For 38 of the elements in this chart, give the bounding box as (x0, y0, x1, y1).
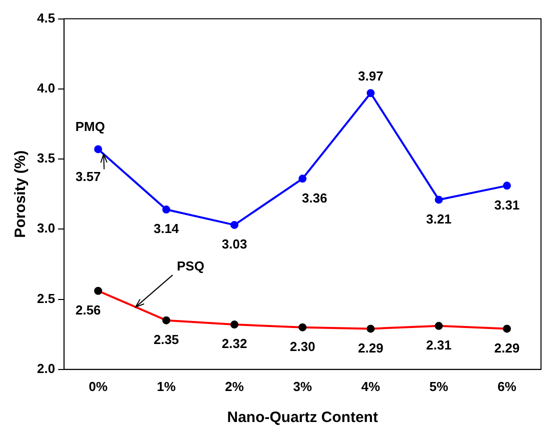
data-label: 2.29 (358, 340, 384, 356)
y-tick-label: 3.5 (36, 150, 56, 166)
point (434, 196, 443, 204)
x-tick-label: 4% (361, 378, 380, 394)
data-label: 2.30 (290, 338, 316, 354)
data-label: 2.32 (222, 336, 248, 352)
data-label: 3.14 (154, 221, 180, 236)
point (162, 206, 170, 214)
point (502, 182, 511, 190)
y-tick-label: 3.0 (36, 220, 56, 236)
text: PSQ (176, 258, 204, 274)
y-axis-title: Porosity (%) (12, 150, 30, 238)
point (94, 145, 102, 154)
data-label: 2.31 (426, 338, 452, 353)
x-tick-label: 6% (498, 378, 517, 394)
x-tick-label: 0% (88, 378, 108, 394)
x-tick-label: 5% (429, 378, 449, 394)
data-label: 3.21 (426, 211, 452, 226)
data-label: 3.36 (302, 190, 328, 206)
y-tick-label: 4.0 (36, 80, 56, 96)
data-label: 3.31 (494, 197, 520, 212)
data-label: 2.35 (154, 332, 179, 347)
x-tick-label: 3% (293, 378, 312, 394)
point (366, 89, 375, 98)
series-label: PMQ (75, 118, 105, 134)
y-tick-label: 4.5 (36, 10, 56, 26)
data-label: 3.97 (358, 68, 384, 84)
x-tick-label: 2% (225, 378, 244, 394)
x-tick-label: 1% (156, 378, 176, 394)
point (298, 174, 307, 183)
y-tick-label: 2.5 (36, 290, 56, 306)
data-label: 3.57 (75, 168, 101, 184)
data-label: 2.56 (75, 302, 101, 318)
data-label: 3.03 (222, 236, 248, 252)
data-label: 2.29 (494, 340, 520, 356)
y-tick-label: 2.0 (36, 360, 56, 376)
x-axis-title: Nano-Quartz Content (227, 409, 378, 426)
point (230, 220, 238, 229)
